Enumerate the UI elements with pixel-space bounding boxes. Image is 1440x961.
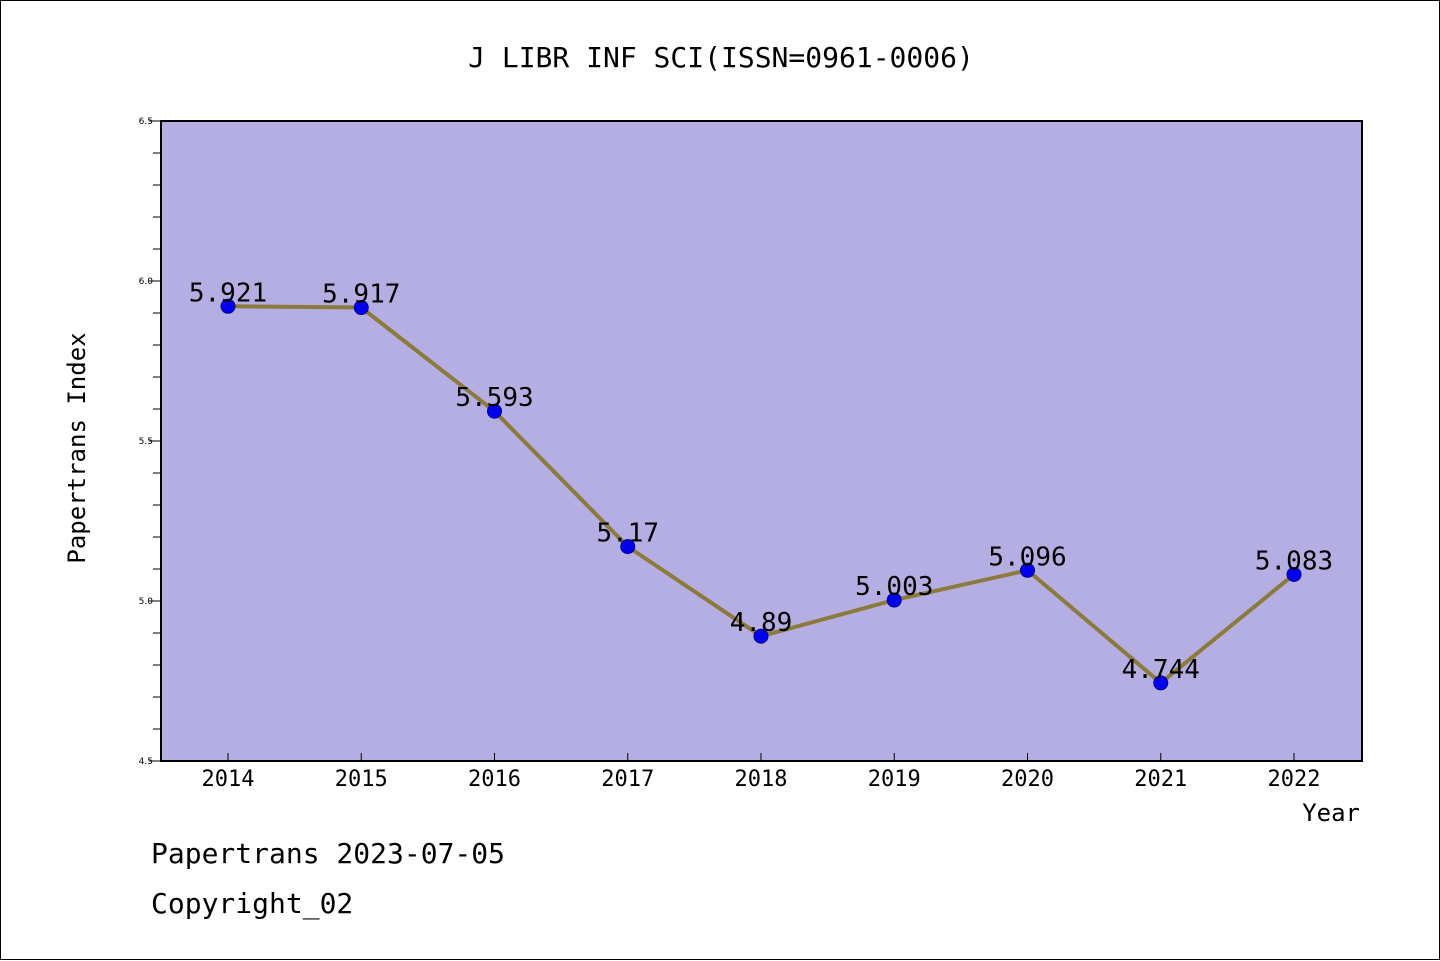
- x-tick-label: 2017: [601, 767, 654, 792]
- y-tick-label: 5.5: [139, 437, 153, 447]
- data-label: 5.096: [988, 542, 1066, 572]
- data-point: [1153, 675, 1169, 691]
- x-tick-label: 2019: [868, 767, 921, 792]
- x-tick-label: 2020: [1001, 767, 1054, 792]
- data-point: [886, 592, 902, 608]
- plot-frame: [160, 120, 1363, 762]
- y-tick-label: 5.0: [139, 597, 154, 607]
- x-axis-label: Year: [1302, 799, 1360, 827]
- x-tick-label: 2015: [335, 767, 388, 792]
- x-tick-label: 2014: [202, 767, 255, 792]
- plot-area: [161, 121, 1362, 761]
- data-label: 5.003: [855, 572, 933, 602]
- x-tick-label: 2018: [735, 767, 788, 792]
- x-tick-label: 2022: [1268, 767, 1321, 792]
- data-label: 4.744: [1122, 655, 1200, 685]
- x-tick-label: 2021: [1134, 767, 1187, 792]
- data-point: [753, 628, 769, 644]
- data-label: 5.921: [189, 278, 267, 308]
- y-tick-label: 6.5: [139, 117, 153, 127]
- data-label: 5.083: [1255, 546, 1333, 576]
- y-tick-label: 6.0: [139, 277, 154, 287]
- data-point: [353, 300, 369, 316]
- data-label: 4.89: [730, 608, 793, 638]
- data-point: [1286, 566, 1302, 582]
- data-point: [487, 403, 502, 419]
- footer-date: Papertrans 2023-07-05: [151, 837, 506, 870]
- data-label: 5.917: [322, 280, 400, 310]
- y-tick-label: 4.5: [139, 757, 153, 767]
- data-point: [220, 298, 236, 314]
- data-point: [620, 539, 636, 555]
- data-label: 5.17: [596, 519, 659, 549]
- chart-title: J LIBR INF SCI(ISSN=0961-0006): [468, 41, 974, 74]
- y-axis-label: Papertrans Index: [63, 332, 91, 563]
- data-label: 5.593: [455, 383, 533, 413]
- footer-copyright: Copyright_02: [151, 887, 354, 920]
- data-point: [1020, 562, 1035, 578]
- x-tick-label: 2016: [468, 767, 521, 792]
